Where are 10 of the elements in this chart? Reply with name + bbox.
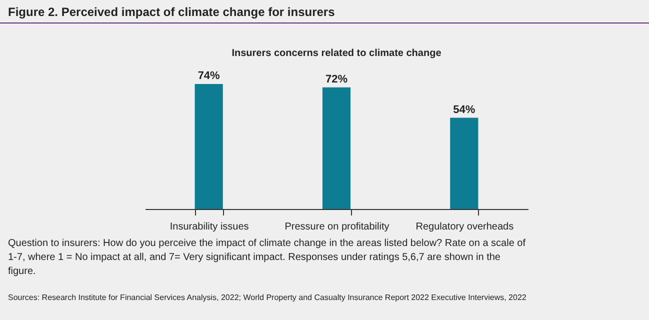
data-label: 72% — [325, 73, 348, 86]
chart-title: Figure 2. Perceived impact of climate change for insurers — [8, 5, 336, 19]
data-label: 74% — [198, 70, 220, 82]
data-label: 54% — [453, 104, 476, 116]
text: Question to insurers: How do you perceive the impact of climate change in the areas listed below? Rate on a scale of 1-7, where 1 = No impact at all, and 7= Very significant impact. Responses under ratings 5,6,7 are shown in the figure. — [8, 238, 526, 277]
source-note: Sources: Research Institute for Financial Services Analysis, 2022; World Property and Casualty Insurance Report 2022 Executive Interviews, 2022 — [8, 293, 527, 302]
x-tick-label: Regulatory overheads — [416, 222, 514, 232]
chart-subtitle: Insurers concerns related to climate change — [232, 48, 442, 59]
x-tick-label: Insurability issues — [170, 222, 249, 232]
x-tick-label: Pressure on profitability — [284, 222, 390, 232]
